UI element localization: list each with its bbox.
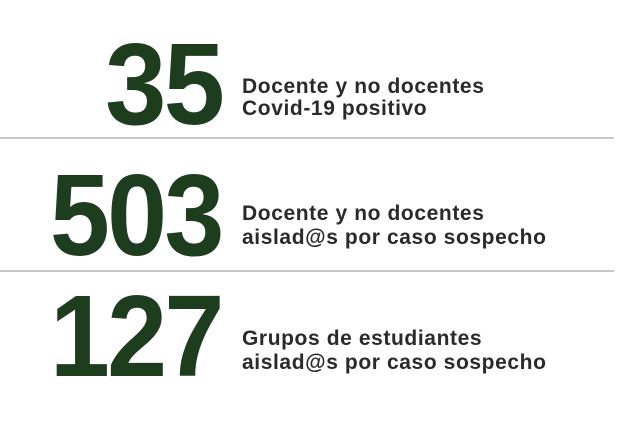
stat-label-line1: Grupos de estudiantes	[242, 327, 483, 350]
divider	[0, 270, 614, 272]
divider	[0, 137, 614, 139]
stat-number: 503	[50, 150, 224, 280]
stat-number: 127	[50, 271, 224, 401]
stat-label-line1: Docente y no docentes	[242, 202, 485, 225]
stat-label-line1: Docente y no docentes	[242, 75, 485, 98]
stat-label-line2: aislad@s por caso sospecho	[242, 351, 547, 374]
stat-label-line2: Covid-19 positivo	[242, 97, 428, 120]
stat-label-line2: aislad@s por caso sospecho	[242, 226, 547, 249]
stat-number: 35	[105, 19, 225, 149]
